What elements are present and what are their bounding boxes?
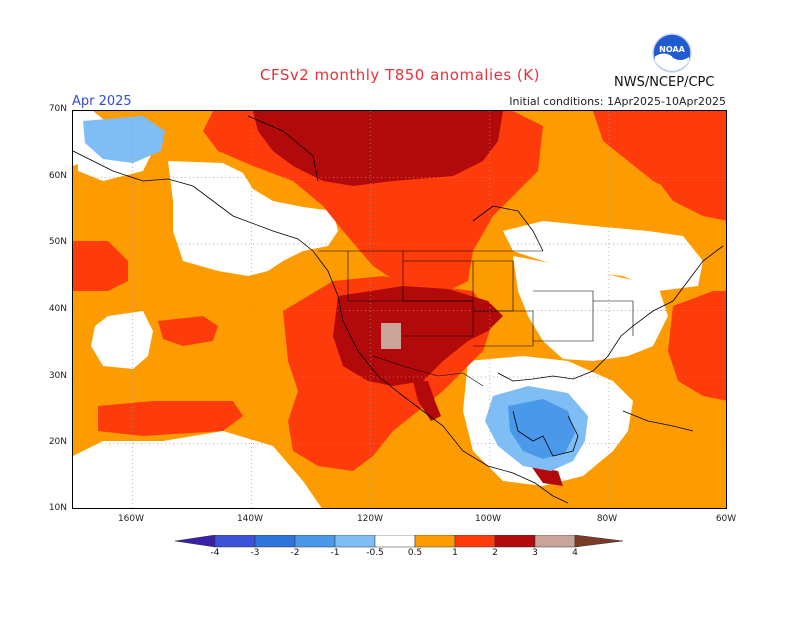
forecast-month: Apr 2025	[72, 94, 132, 109]
darkred-region-mexico-strip	[413, 381, 441, 421]
colorbar-label-neg05: -0.5	[366, 548, 384, 558]
colorbar-segment-lt-neg4	[175, 535, 216, 548]
lat-label-50n: 50N	[48, 237, 67, 247]
colorbar-segment-3-4	[534, 535, 576, 548]
blue-region-gulf	[508, 399, 575, 459]
lat-label-60n: 60N	[48, 171, 67, 181]
lat-label-70n: 70N	[48, 104, 67, 114]
lat-label-10n: 10N	[48, 503, 67, 513]
white-patch-alaska	[168, 161, 338, 276]
red-region-atlantic	[668, 291, 726, 401]
map-title: CFSv2 monthly T850 anomalies (K)	[260, 66, 540, 84]
colorbar-segment-neg2-neg1	[294, 535, 336, 548]
lightblue-region-alaska	[83, 116, 165, 163]
colorbar-label-neg2: -2	[290, 548, 300, 558]
colorbar-label-neg3: -3	[250, 548, 260, 558]
political-borders	[318, 250, 634, 387]
colorbar-label-4: 4	[572, 548, 578, 558]
noaa-logo-icon: NOAA	[652, 33, 692, 73]
colorbar-segment-05-1	[414, 535, 456, 548]
darkred-region-central-america	[531, 466, 563, 486]
colorbar-label-3: 3	[532, 548, 538, 558]
anomaly-map-svg	[73, 111, 726, 508]
colorbar-label-1: 1	[452, 548, 458, 558]
lat-label-40n: 40N	[48, 304, 67, 314]
red-region-pacific-south	[98, 401, 243, 436]
colorbar-segment-neg3-neg2	[254, 535, 296, 548]
colorbar-label-neg1: -1	[330, 548, 340, 558]
coastlines	[73, 115, 724, 504]
red-region-newfoundland	[653, 111, 726, 221]
colorbar-segment-neg4-neg3	[214, 535, 256, 548]
initial-conditions: Initial conditions: 1Apr2025-10Apr2025	[509, 95, 726, 108]
lon-label-120w: 120W	[356, 514, 384, 524]
lat-label-20n: 20N	[48, 437, 67, 447]
lat-label-30n: 30N	[48, 371, 67, 381]
white-patch-southwest-pacific	[73, 431, 322, 508]
red-region-pacific-mid	[158, 316, 218, 346]
colorbar-segment-neutral	[374, 535, 416, 548]
anomaly-map	[72, 110, 727, 509]
colorbar-segment-2-3	[494, 535, 536, 548]
colorbar	[175, 535, 624, 548]
logo-text: NOAA	[659, 45, 685, 54]
lon-label-140w: 140W	[236, 514, 264, 524]
tan-region-great-basin	[381, 323, 401, 349]
lon-label-60w: 60W	[715, 514, 737, 524]
white-patch-north-pacific	[91, 311, 153, 369]
lon-label-160w: 160W	[117, 514, 145, 524]
lon-label-80w: 80W	[596, 514, 618, 524]
red-region-pacific-west	[73, 241, 128, 291]
white-patch-east-us	[513, 256, 668, 361]
colorbar-segment-neg1-neg05	[334, 535, 376, 548]
agency-label: NWS/NCEP/CPC	[614, 75, 715, 90]
colorbar-label-neg4: -4	[210, 548, 220, 558]
colorbar-segment-gt-4	[574, 535, 624, 548]
lon-label-100w: 100W	[474, 514, 502, 524]
white-patch-canada	[503, 221, 703, 291]
colorbar-segment-1-2	[454, 535, 496, 548]
colorbar-label-05: 0.5	[407, 548, 423, 558]
colorbar-label-2: 2	[492, 548, 498, 558]
graticule	[73, 111, 726, 508]
